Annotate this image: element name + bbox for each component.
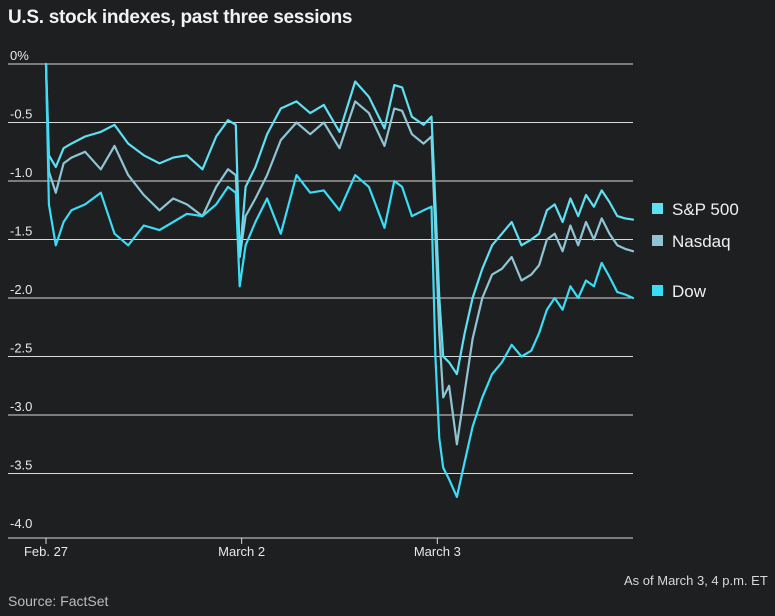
series-lines — [44, 62, 635, 498]
legend-swatch — [652, 235, 663, 246]
legend-swatch — [652, 285, 663, 296]
series-line-dow — [44, 62, 635, 498]
timestamp-note: As of March 3, 4 p.m. ET — [624, 573, 768, 588]
y-axis-labels: 0% -0.5 -1.0 -1.5 -2.0 -2.5 -3.0 -3.5 -4.0 — [10, 48, 32, 531]
y-tick-label: -2.0 — [10, 282, 32, 297]
y-tick-label: -1.0 — [10, 165, 32, 180]
legend-label: Dow — [672, 282, 707, 301]
y-tick-label: -3.0 — [10, 399, 32, 414]
chart-title: U.S. stock indexes, past three sessions — [8, 7, 353, 28]
grid-lines — [8, 63, 633, 539]
y-tick-label: -3.5 — [10, 458, 32, 473]
source-note: Source: FactSet — [8, 593, 109, 609]
y-tick-label: -2.5 — [10, 341, 32, 356]
legend-label: Nasdaq — [672, 232, 731, 251]
x-tick-label: Feb. 27 — [24, 544, 68, 559]
series-line-s-p-500 — [44, 62, 635, 376]
y-tick-label: -4.0 — [10, 516, 32, 531]
y-tick-label: -0.5 — [10, 107, 32, 122]
legend-swatch — [652, 203, 663, 214]
y-tick-label: 0% — [10, 48, 29, 63]
y-tick-label: -1.5 — [10, 224, 32, 239]
series-line-nasdaq — [44, 62, 635, 446]
legend: S&P 500 Nasdaq Dow — [652, 200, 739, 301]
x-axis-labels: Feb. 27 March 2 March 3 — [24, 538, 461, 559]
legend-label: S&P 500 — [672, 200, 739, 219]
x-tick-label: March 3 — [414, 544, 461, 559]
x-tick-label: March 2 — [218, 544, 265, 559]
